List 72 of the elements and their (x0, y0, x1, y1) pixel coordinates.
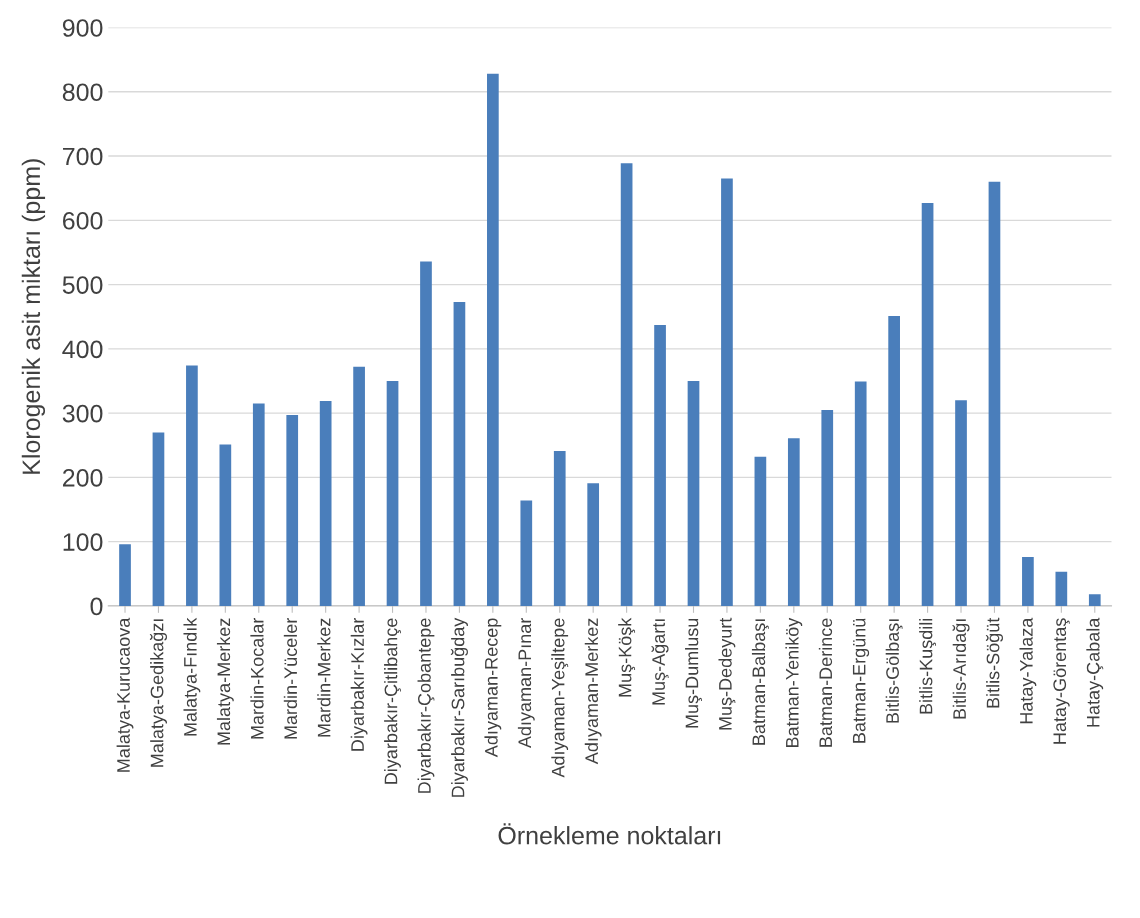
bar (1055, 571, 1068, 606)
bar (353, 366, 365, 606)
bar (119, 544, 131, 606)
bar (888, 316, 900, 606)
x-tick-label: Hatay-Çabala (1086, 617, 1104, 727)
y-tick-label: 100 (63, 533, 103, 551)
bar (654, 325, 666, 606)
y-tick-label: 900 (62, 19, 103, 37)
x-tick-label: Bitlis-Gölbaşı (885, 619, 903, 723)
bar (252, 403, 265, 606)
y-tick-label: 700 (63, 147, 103, 166)
bar (319, 400, 332, 606)
x-tick-label: Mardin-Merkez (317, 618, 331, 737)
y-tick-label: 200 (62, 468, 103, 487)
x-tick-label: Hatay-Görentaş (1053, 618, 1070, 744)
bar (553, 451, 566, 606)
bar (152, 432, 165, 606)
x-tick-label: Malatya-Gedikağzı (149, 619, 167, 767)
x-tick-label: Adıyaman-Yeşiltepe (551, 618, 569, 778)
x-tick-label: Diyarbakır-Çitlibahçe (384, 618, 401, 784)
bar (286, 415, 299, 606)
x-tick-label: Malatya-Merkez (216, 618, 234, 745)
x-tick-label: Bitlis-Kuşdili (919, 618, 937, 714)
x-tick-label: Mardin-Yüceler (283, 617, 298, 739)
y-tick-label: 500 (62, 276, 103, 294)
bar (219, 444, 232, 606)
bar (955, 400, 967, 606)
bar (854, 381, 867, 606)
bar (186, 365, 198, 606)
bar (520, 500, 533, 606)
bar (754, 456, 767, 606)
x-tick-label: Batman-Ergünü (852, 618, 870, 743)
x-tick-label: Diyarbakır-Sarıbuğday (450, 617, 468, 797)
x-tick-label: Batman-Derince (818, 618, 833, 747)
y-tick-label: 300 (62, 404, 103, 423)
x-axis-title: Örnekleme noktaları (498, 823, 721, 845)
x-tick-label: Hatay-Yalaza (1019, 617, 1037, 724)
bar (386, 380, 399, 606)
bar (620, 163, 633, 606)
bar (988, 181, 1001, 606)
x-tick-label: Mardin-Kocalar (250, 617, 264, 739)
bar (1088, 594, 1101, 606)
bar (721, 178, 733, 606)
y-tick-label: 600 (63, 211, 103, 230)
x-tick-label: Diyarbakır-Kızlar (350, 617, 368, 751)
x-tick-label: Diyarbakır-Çobantepe (417, 618, 435, 793)
x-tick-label: Adıyaman-Merkez (584, 618, 602, 765)
bar (1022, 557, 1034, 606)
bar (487, 73, 499, 606)
x-tick-label: Malatya-Kurucaova (116, 617, 134, 772)
bar (921, 202, 934, 606)
bar (687, 380, 700, 606)
x-tick-label: Batman-Yeniköy (785, 617, 803, 748)
x-tick-label: Bitlis-Söğüt (985, 617, 1003, 708)
x-tick-label: Muş-Ağartı (651, 619, 669, 705)
x-tick-label: Batman-Balbaşı (751, 619, 769, 745)
x-tick-label: Muş-Dedeyurt (718, 617, 736, 730)
x-tick-label: Adıyaman-Pınar (517, 617, 535, 749)
y-tick-label: 400 (62, 340, 103, 359)
x-tick-label: Muş-Köşk (618, 617, 636, 697)
x-tick-label: Bitlis-Arıdağı (952, 619, 970, 719)
y-tick-label: 0 (90, 597, 103, 616)
y-axis-title: Klorogenik asit miktarı (ppm) (21, 159, 46, 474)
bar (587, 483, 600, 606)
bar (787, 438, 800, 606)
bar (420, 261, 432, 606)
x-tick-label: Muş-Dumlusu (685, 618, 702, 728)
bar (821, 409, 834, 606)
x-tick-label: Adıyaman-Recep (484, 618, 502, 758)
y-tick-label: 800 (62, 83, 103, 102)
bar (453, 301, 466, 606)
x-tick-label: Malatya-Fındık (183, 617, 201, 736)
